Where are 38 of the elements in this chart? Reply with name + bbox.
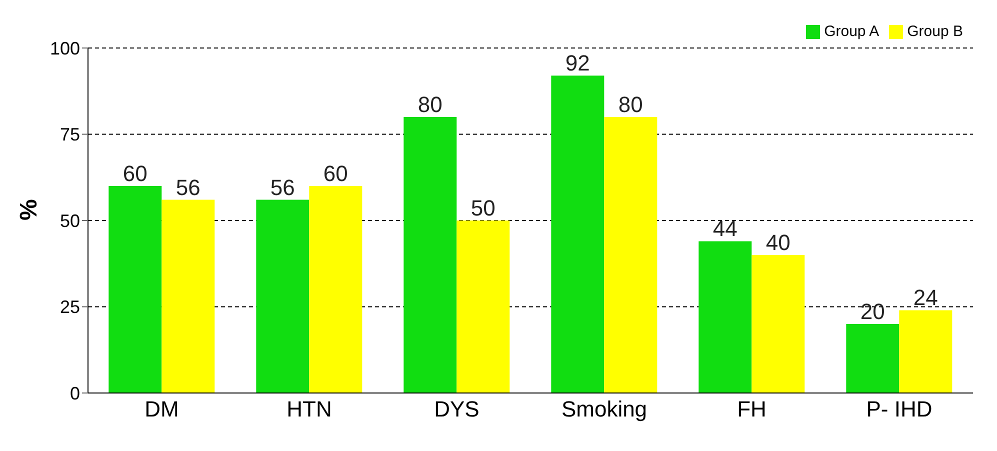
data-label: 20 <box>860 299 885 324</box>
bar <box>404 117 457 393</box>
y-tick-label: 75 <box>60 124 80 145</box>
bar <box>752 255 805 393</box>
bar <box>604 117 658 393</box>
y-axis-title: % <box>16 199 43 220</box>
x-tick-label: DM <box>144 396 179 422</box>
data-label: 24 <box>913 285 938 310</box>
x-tick-label: DYS <box>434 396 480 422</box>
bar <box>162 200 215 393</box>
y-tick-label: 50 <box>60 210 80 231</box>
data-label: 56 <box>270 174 295 200</box>
y-tick-label: 25 <box>60 297 80 318</box>
legend-label: Group B <box>907 23 963 40</box>
bar <box>846 324 900 393</box>
data-label: 80 <box>418 92 442 117</box>
data-label: 56 <box>176 174 200 200</box>
data-label: 40 <box>766 230 790 255</box>
data-label: 92 <box>565 50 590 76</box>
data-label: 60 <box>323 161 348 186</box>
data-label: 44 <box>712 216 738 242</box>
x-tick-label: FH <box>737 396 766 422</box>
x-tick-label: P- IHD <box>866 396 932 422</box>
bar <box>456 220 510 393</box>
bar <box>899 310 952 393</box>
bar <box>256 200 310 393</box>
x-tick-label: HTN <box>286 396 332 422</box>
bar <box>309 186 362 393</box>
data-label: 80 <box>618 92 643 117</box>
data-label: 50 <box>470 196 496 220</box>
legend-label: Group A <box>824 23 880 40</box>
data-label: 60 <box>122 161 148 186</box>
x-tick-label: Smoking <box>561 396 648 422</box>
y-tick-label: 0 <box>70 383 80 404</box>
y-tick-label: 100 <box>50 38 80 58</box>
bar <box>698 241 752 393</box>
bar <box>108 186 162 393</box>
bar <box>551 76 604 393</box>
